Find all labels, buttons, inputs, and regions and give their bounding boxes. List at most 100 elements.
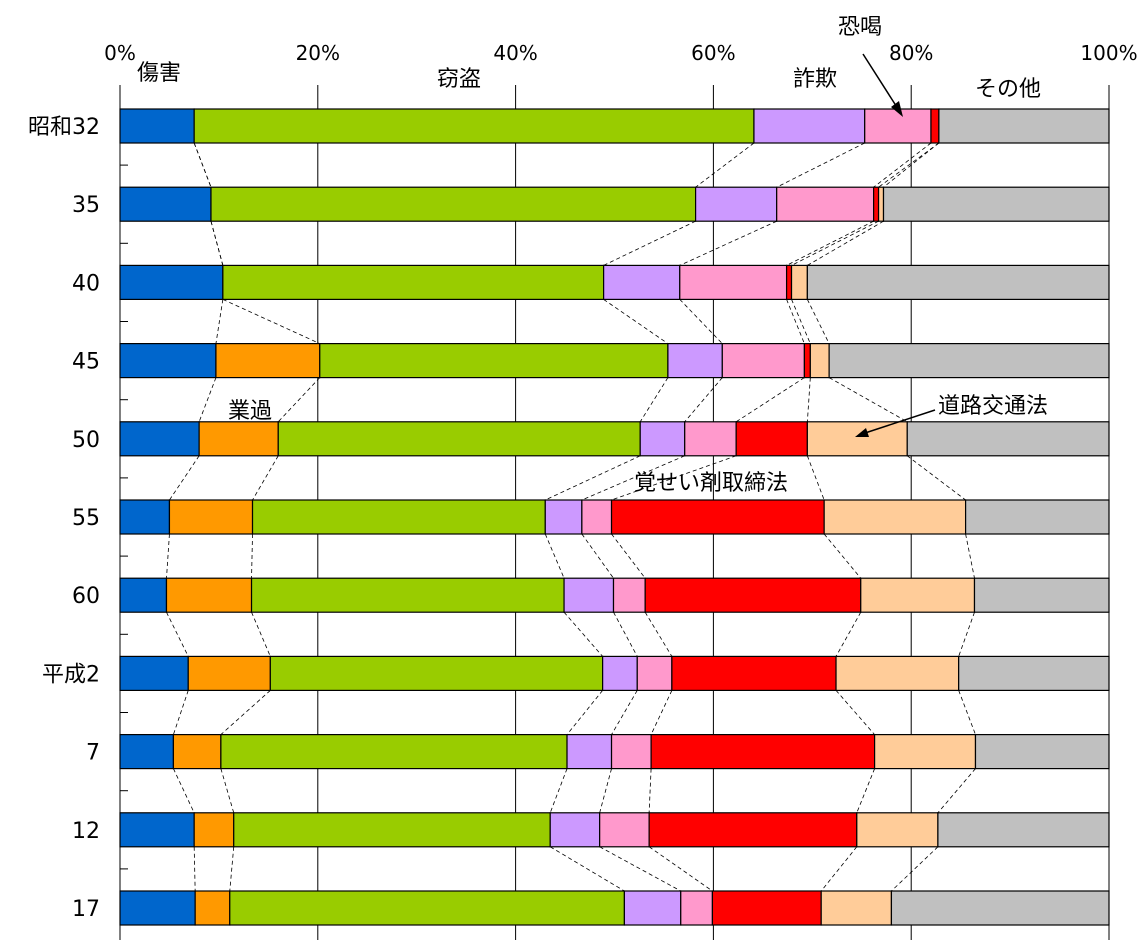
bar-segment-5-2 xyxy=(251,499,546,535)
connector-3-1 xyxy=(277,377,321,423)
bar-segment-9-6 xyxy=(856,812,939,848)
connector-2-3 xyxy=(679,299,723,344)
bar-segment-5-3 xyxy=(544,499,583,535)
bar-segment-9-3 xyxy=(549,812,601,848)
bar-segment-1-5 xyxy=(873,186,880,222)
bar-segment-0-0 xyxy=(119,108,195,144)
bar-segment-5-0 xyxy=(119,499,171,535)
bar-segment-3-6 xyxy=(809,343,830,379)
connector-8-1 xyxy=(220,768,235,813)
x-tick-labels: 0% 20% 40% 60% 80% 100% xyxy=(104,41,1137,65)
bar-segment-4-3 xyxy=(639,421,686,457)
bar-segment-1-7 xyxy=(882,186,1110,222)
bar-segment-7-5 xyxy=(671,655,837,692)
bar-segment-7-2 xyxy=(269,655,604,692)
connector-2-4 xyxy=(786,299,805,344)
annotation-arrowhead-dourokoutsuu xyxy=(855,428,869,437)
bar-segment-6-2 xyxy=(250,577,565,613)
connector-3-6 xyxy=(828,377,908,423)
bar-segment-9-4 xyxy=(599,812,650,848)
x-tick-label-0: 0% xyxy=(104,41,136,65)
bar-segment-4-5 xyxy=(735,421,808,457)
connector-2-5 xyxy=(791,299,811,344)
category-label-5: 55 xyxy=(72,506,100,531)
connector-8-2 xyxy=(549,768,568,813)
x-tick-label-2: 40% xyxy=(493,41,537,65)
bar-segment-9-2 xyxy=(233,812,551,848)
connector-8-0 xyxy=(173,768,195,813)
bar-segment-10-6 xyxy=(820,890,893,926)
bar-segment-1-4 xyxy=(776,186,875,222)
connector-8-3 xyxy=(599,768,612,813)
bar-segment-3-7 xyxy=(828,343,1110,379)
bar-segment-9-7 xyxy=(937,812,1110,848)
annotation-gyoka: 業過 xyxy=(228,399,272,424)
connector-4-1 xyxy=(252,455,279,501)
connector-6-5 xyxy=(835,612,862,657)
bar-segment-10-4 xyxy=(680,890,714,926)
connector-5-1 xyxy=(251,533,253,579)
connector-2-2 xyxy=(603,299,669,344)
connector-8-5 xyxy=(856,768,875,813)
connector-7-2 xyxy=(566,690,603,735)
bar-segment-10-1 xyxy=(194,890,231,926)
bar-segment-3-4 xyxy=(721,343,805,379)
x-tick-label-5: 100% xyxy=(1080,41,1137,65)
connector-9-6 xyxy=(891,846,939,892)
connector-lines xyxy=(166,142,976,892)
bar-segment-4-1 xyxy=(198,421,279,457)
connector-5-5 xyxy=(823,533,862,579)
x-tick-label-4: 80% xyxy=(889,41,933,65)
bar-segment-8-5 xyxy=(650,733,876,770)
bar-segment-9-5 xyxy=(648,812,858,848)
bar-segment-5-6 xyxy=(823,499,967,535)
connector-7-6 xyxy=(958,690,976,735)
annotation-sagi: 詐欺 xyxy=(793,67,837,92)
bar-segment-8-4 xyxy=(610,733,652,770)
connector-6-4 xyxy=(644,611,673,657)
bar-segment-6-7 xyxy=(973,577,1110,613)
annotation-kyoukatsu: 恐喝 xyxy=(838,15,882,40)
connector-9-3 xyxy=(599,846,681,892)
axes xyxy=(119,85,128,940)
connector-0-2 xyxy=(695,142,755,188)
bar-segment-2-4 xyxy=(679,264,788,300)
bar-segment-2-3 xyxy=(603,264,681,300)
connector-1-6 xyxy=(807,220,884,266)
connector-8-4 xyxy=(648,768,652,813)
bar-segment-7-4 xyxy=(636,655,673,692)
connector-8-6 xyxy=(937,768,976,814)
connector-4-0 xyxy=(169,455,200,501)
bar-segment-5-5 xyxy=(610,499,825,535)
bar-segment-1-3 xyxy=(694,186,778,222)
connector-5-4 xyxy=(611,533,646,579)
connector-1-4 xyxy=(786,220,874,266)
bar-segment-10-5 xyxy=(711,890,822,926)
category-label-0: 昭和32 xyxy=(28,115,100,140)
connector-3-2 xyxy=(639,377,669,423)
annotation-arrow-dourokoutsuu xyxy=(861,409,936,435)
bar-segment-8-2 xyxy=(220,733,568,770)
bar-segment-8-6 xyxy=(874,733,977,770)
bar-segment-1-2 xyxy=(210,186,697,222)
bar-segment-10-7 xyxy=(890,890,1110,926)
connector-9-4 xyxy=(648,846,713,892)
bar-segment-9-0 xyxy=(119,812,195,848)
bar-segment-2-7 xyxy=(806,264,1110,300)
connector-4-5 xyxy=(806,455,825,501)
connector-7-1 xyxy=(220,690,271,735)
connector-1-1 xyxy=(210,221,224,266)
connector-9-0 xyxy=(193,846,196,892)
bar-segment-7-3 xyxy=(602,655,638,692)
connector-4-6 xyxy=(907,455,966,501)
connector-4-4 xyxy=(611,455,737,501)
bar-segment-10-3 xyxy=(623,890,682,926)
bar-segment-7-7 xyxy=(958,655,1110,692)
annotation-arrow-kyoukatsu xyxy=(862,53,901,113)
connector-6-3 xyxy=(613,612,638,657)
connector-5-0 xyxy=(166,533,170,579)
bar-segment-3-5 xyxy=(803,343,811,379)
bar-segment-7-0 xyxy=(119,655,189,692)
bar-segment-3-0 xyxy=(119,343,217,379)
bar-segment-8-3 xyxy=(566,733,613,770)
